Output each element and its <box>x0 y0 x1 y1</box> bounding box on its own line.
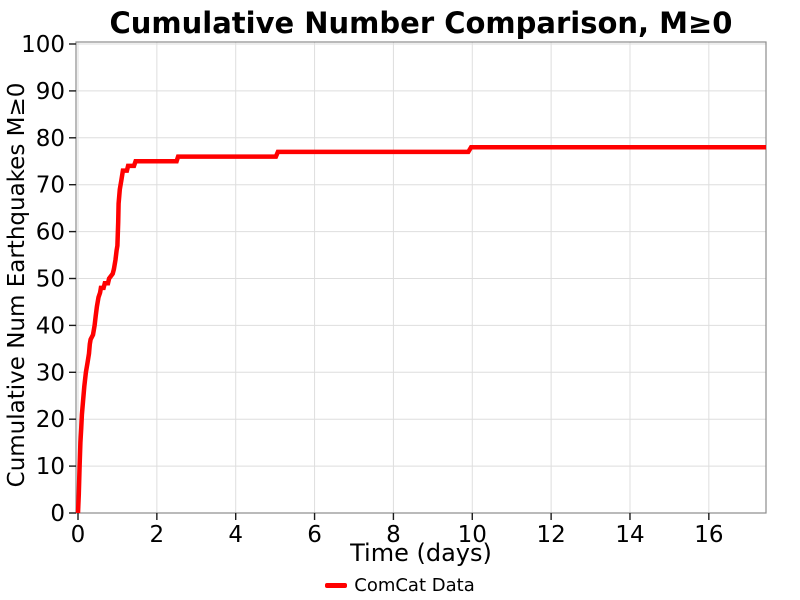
y-tick-label: 70 <box>36 173 65 199</box>
x-tick-label: 8 <box>386 522 401 548</box>
y-tick-label: 40 <box>36 313 65 339</box>
y-tick-label: 30 <box>36 360 65 386</box>
x-tick-label: 16 <box>694 522 723 548</box>
y-tick-label: 50 <box>36 267 65 293</box>
x-axis-label: Time (days) <box>350 539 492 567</box>
series-line-comcat <box>75 144 766 514</box>
x-tick-label: 14 <box>615 522 644 548</box>
x-tick-label: 12 <box>536 522 565 548</box>
y-tick-label: 10 <box>36 454 65 480</box>
y-tick-label: 100 <box>21 32 65 58</box>
legend-line-swatch <box>325 583 348 589</box>
x-tick-label: 6 <box>307 522 322 548</box>
x-tick-label: 0 <box>71 522 86 548</box>
chart-title: Cumulative Number Comparison, M≥0 <box>109 6 733 40</box>
plot-border <box>75 41 767 514</box>
y-tick-label: 20 <box>36 407 65 433</box>
y-tick-label: 0 <box>50 501 65 527</box>
x-tick-label: 10 <box>458 522 487 548</box>
x-tick-label: 4 <box>228 522 243 548</box>
y-tick-label: 60 <box>36 220 65 246</box>
x-tick-label: 2 <box>150 522 165 548</box>
legend: ComCat Data <box>0 576 800 596</box>
legend-label: ComCat Data <box>354 575 475 596</box>
y-tick-label: 90 <box>36 79 65 105</box>
y-tick-label: 80 <box>36 126 65 152</box>
